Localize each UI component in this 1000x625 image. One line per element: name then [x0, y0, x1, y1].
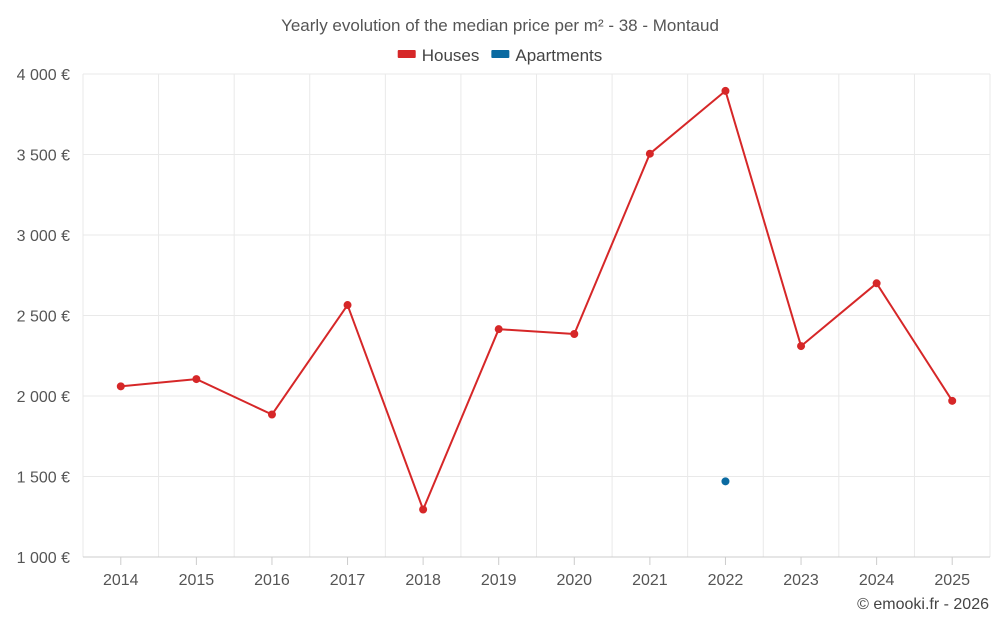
series: [116, 86, 957, 514]
houses-point-2016[interactable]: [267, 410, 276, 419]
credit-text: © emooki.fr - 2026: [857, 596, 989, 613]
houses-point-2018[interactable]: [419, 505, 428, 514]
houses-point-2015[interactable]: [192, 375, 201, 384]
houses-point-2024[interactable]: [872, 279, 881, 288]
x-tick-label: 2018: [405, 572, 441, 589]
x-tick-label: 2014: [103, 572, 139, 589]
x-tick-label: 2020: [556, 572, 592, 589]
legend-swatch-houses: [397, 50, 416, 58]
y-tick-label: 1 000 €: [17, 550, 70, 567]
houses-point-2022[interactable]: [721, 86, 730, 95]
axes: 1 000 € 1 500 € 2 000 € 2 500 € 3 000 € 3 500…: [17, 67, 990, 589]
x-tick-label: 2023: [783, 572, 819, 589]
y-tick-label: 3 500 €: [17, 148, 70, 165]
houses-point-2020[interactable]: [570, 330, 579, 339]
legend-label: Apartments: [515, 46, 602, 65]
x-tick-label: 2025: [934, 572, 970, 589]
legend-label: Houses: [422, 46, 480, 65]
x-tick-label: 2024: [859, 572, 895, 589]
x-tick-label: 2019: [481, 572, 517, 589]
y-tick-label: 1 500 €: [17, 470, 70, 487]
chart-title: Yearly evolution of the median price per…: [281, 16, 719, 35]
houses-series-line: [120, 89, 954, 511]
y-tick-label: 2 500 €: [17, 309, 70, 326]
houses-point-2019[interactable]: [494, 325, 503, 334]
x-tick-label: 2021: [632, 572, 668, 589]
x-tick-label: 2016: [254, 572, 290, 589]
x-tick-label: 2015: [179, 572, 215, 589]
y-tick-label: 2 000 €: [17, 389, 70, 406]
legend-item-houses[interactable]: Houses: [397, 46, 480, 65]
y-tick-label: 3 000 €: [17, 228, 70, 245]
x-tick-label: 2017: [330, 572, 366, 589]
grid: [82, 73, 991, 557]
apartments-point-2022[interactable]: [721, 477, 730, 486]
legend-item-apartments[interactable]: Apartments: [491, 46, 602, 65]
houses-point-2014[interactable]: [116, 382, 125, 391]
houses-point-2021[interactable]: [645, 149, 654, 158]
y-tick-label: 4 000 €: [17, 67, 70, 84]
legend: Houses Apartments: [397, 46, 602, 65]
houses-point-2017[interactable]: [343, 301, 352, 310]
legend-swatch-apartments: [491, 50, 510, 58]
x-tick-label: 2022: [708, 572, 744, 589]
houses-point-2023[interactable]: [797, 342, 806, 351]
houses-point-2025[interactable]: [948, 396, 957, 405]
